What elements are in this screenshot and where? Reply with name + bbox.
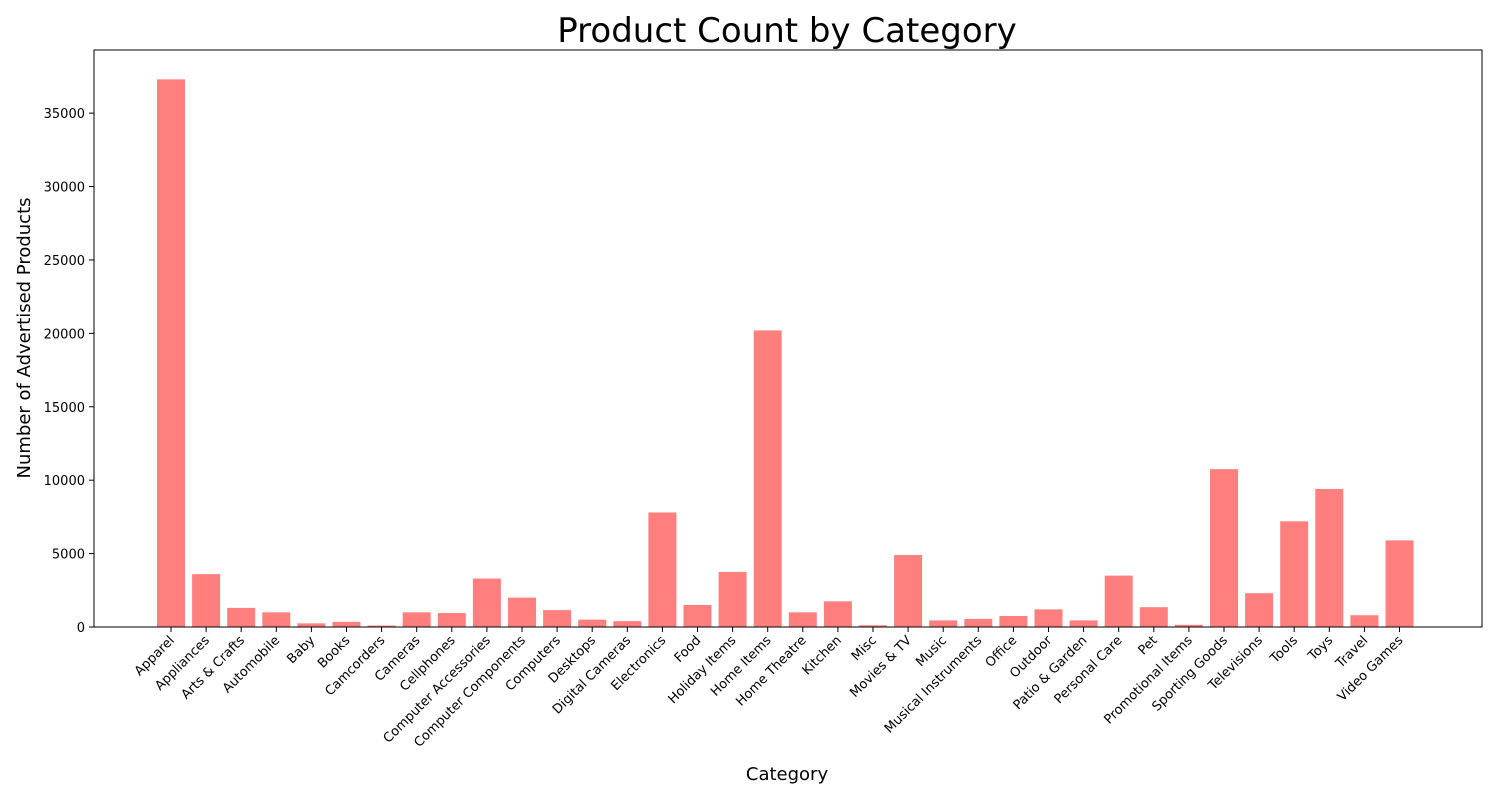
y-tick-label: 15000 [44, 401, 85, 416]
bar-musical-instruments [964, 618, 993, 627]
bar-food [683, 604, 712, 627]
y-tick-label: 5000 [52, 548, 85, 563]
bar-cellphones [437, 613, 466, 627]
y-tick-label: 25000 [44, 254, 85, 269]
bar-books [332, 621, 361, 627]
x-tick-label: Pet [1136, 633, 1161, 658]
bar-home-items [753, 330, 782, 627]
x-axis-label: Category [746, 764, 829, 785]
bar-toys [1315, 488, 1344, 627]
x-tick-label: Food [672, 633, 705, 666]
bar-camcorders [367, 625, 396, 627]
bar-kitchen [823, 601, 852, 627]
bar-video-games [1385, 540, 1414, 627]
x-tick-label: Toys [1305, 633, 1336, 664]
bar-computer-components [508, 597, 536, 627]
bar-patio-garden [1069, 620, 1098, 627]
bar-computers [543, 610, 572, 627]
plot-area-frame [93, 49, 1483, 628]
bar-appliances [192, 574, 221, 627]
y-axis-label: Number of Advertised Products [14, 197, 35, 478]
bar-sporting-goods [1210, 469, 1238, 627]
chart-title: Product Count by Category [557, 11, 1017, 51]
bar-pet [1139, 607, 1168, 627]
x-tick-label: Tools [1267, 633, 1301, 667]
bar-arts-crafts [227, 607, 256, 627]
bar-misc [859, 625, 887, 627]
bar-automobile [262, 612, 291, 627]
bar-music [929, 620, 958, 627]
bar-cameras [402, 612, 431, 627]
bar-electronics [648, 512, 677, 627]
y-tick-label: 0 [77, 621, 85, 636]
bar-apparel [157, 79, 185, 628]
bar-holiday-items [718, 571, 747, 627]
bar-home-theatre [788, 612, 817, 627]
bar-movies-tv [894, 555, 923, 627]
bar-desktops [578, 619, 607, 627]
bar-promotional-items [1174, 624, 1203, 627]
bar-digital-cameras [613, 621, 642, 627]
bar-televisions [1245, 593, 1274, 627]
bars-group [157, 79, 1414, 628]
bar-personal-care [1104, 575, 1133, 627]
y-tick-label: 30000 [44, 181, 85, 196]
y-tick-label: 35000 [44, 107, 85, 122]
bar-tools [1280, 521, 1309, 627]
x-tick-label: Kitchen [800, 633, 845, 678]
x-tick-label: Movies & TV [847, 633, 915, 701]
x-tick-label: Baby [284, 633, 318, 667]
y-tick-label: 20000 [44, 327, 85, 342]
bar-travel [1350, 615, 1379, 627]
y-axis-ticks: 0 5000 10000 15000 20000 25000 30000 35000 [44, 107, 94, 636]
bar-computer-accessories [472, 578, 501, 627]
bar-outdoor [1034, 609, 1063, 627]
bar-office [999, 615, 1028, 627]
y-tick-label: 10000 [44, 474, 85, 489]
x-tick-label: Misc [849, 633, 880, 664]
bar-baby [297, 623, 326, 627]
